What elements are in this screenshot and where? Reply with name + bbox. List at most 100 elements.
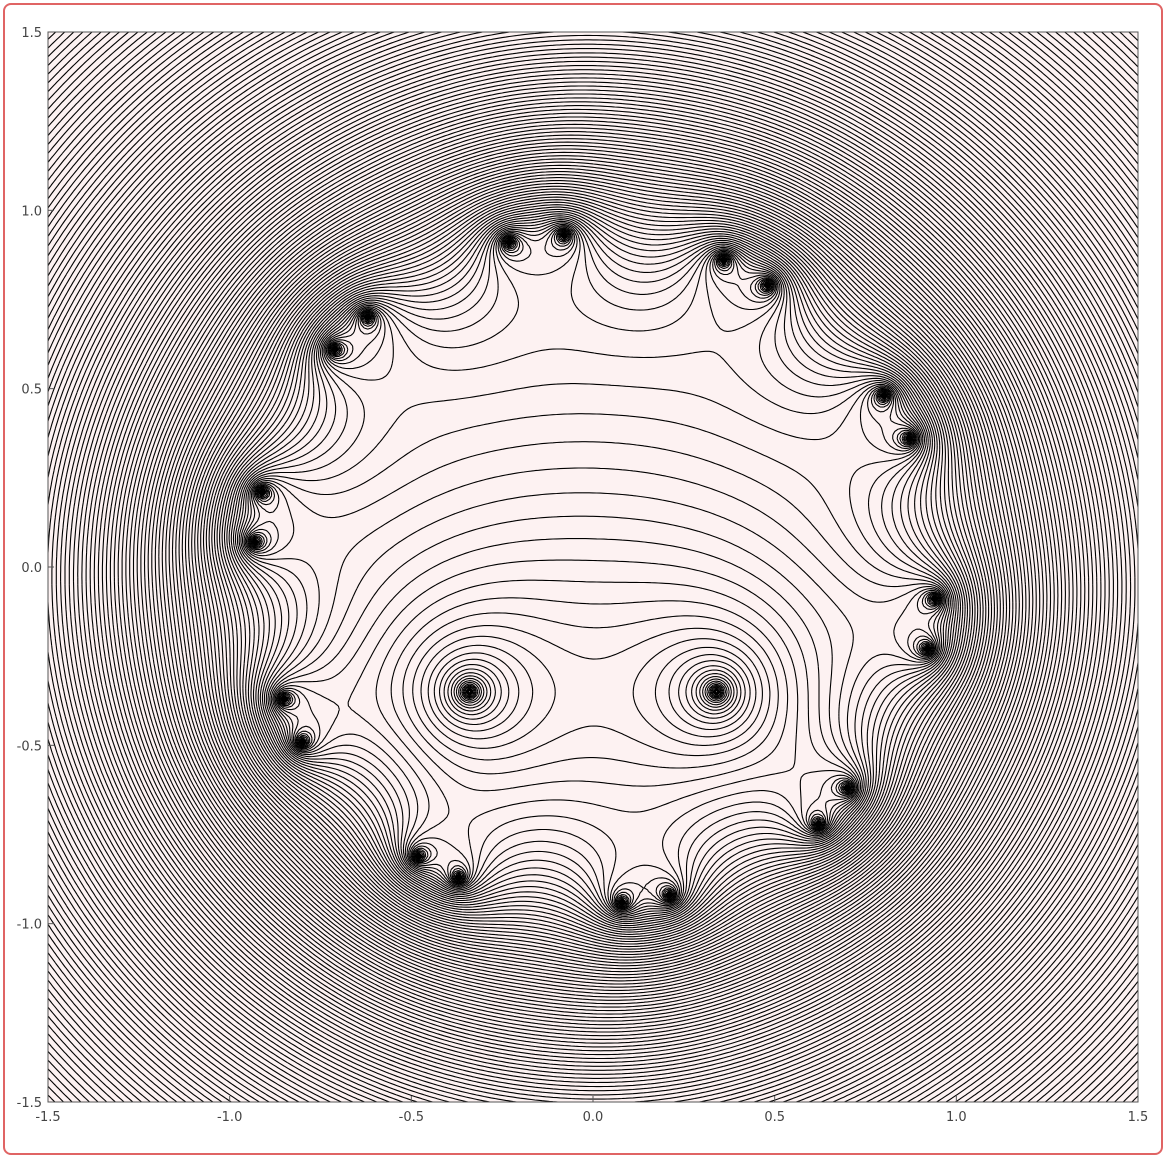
contour-line xyxy=(48,32,1138,1102)
contour-line xyxy=(48,32,1138,1102)
contour-line xyxy=(147,141,1041,1019)
contour-line xyxy=(48,39,1138,1102)
contour-line xyxy=(48,32,1138,1102)
contour-line xyxy=(48,32,1138,1102)
contour-line xyxy=(48,32,1138,1102)
y-axis: 1.5 1.0 0.5 0.0 -0.5 -1.0 -1.5 xyxy=(17,26,54,1111)
contour-line xyxy=(101,97,1086,1063)
contour-line xyxy=(221,211,969,945)
contour-line xyxy=(64,60,1123,1100)
contour-line xyxy=(48,32,1138,1102)
contour-line xyxy=(85,81,1102,1079)
contour-line xyxy=(97,93,1090,1067)
contour-line xyxy=(77,73,1110,1088)
contour-line xyxy=(171,164,1017,995)
contour-line xyxy=(240,226,950,925)
contour-line xyxy=(247,230,943,916)
contour-line xyxy=(81,77,1106,1084)
y-tick-label: -1.0 xyxy=(17,918,42,933)
x-tick-label: -1.0 xyxy=(217,1110,242,1125)
contour-line xyxy=(234,222,955,931)
contour-line xyxy=(48,32,1138,1102)
contour-line xyxy=(251,232,939,908)
contour-line xyxy=(48,32,1138,1102)
contour-line xyxy=(113,108,1074,1052)
contour-line xyxy=(249,231,941,912)
contour-line xyxy=(223,213,966,943)
contour-line xyxy=(205,196,984,961)
contour-line xyxy=(158,151,1030,1008)
contour-line xyxy=(184,177,1004,982)
y-tick-label: 0.5 xyxy=(21,383,42,398)
contour-line xyxy=(213,204,976,953)
contour-line xyxy=(51,47,1136,1102)
y-tick-label: 0.0 xyxy=(21,561,42,576)
x-tick-label: 1.5 xyxy=(1128,1110,1149,1125)
contour-line xyxy=(48,32,1138,1102)
contour-line xyxy=(48,32,1138,1102)
contour-line xyxy=(89,85,1098,1075)
contour-line xyxy=(202,193,987,964)
contour-line xyxy=(200,191,990,967)
contour-line xyxy=(129,123,1059,1037)
contour-line xyxy=(121,116,1066,1044)
contour-line xyxy=(143,138,1044,1022)
y-tick-label: 1.0 xyxy=(21,204,42,219)
contour-line xyxy=(48,32,1138,1102)
contour-line xyxy=(132,127,1055,1033)
contour-line xyxy=(48,32,1138,1102)
y-tick-label: 1.5 xyxy=(21,26,42,41)
contour-line xyxy=(248,231,941,913)
contour-line xyxy=(48,32,1138,1102)
contour-line xyxy=(165,158,1024,1001)
contour-line xyxy=(151,145,1037,1015)
contour-line xyxy=(136,131,1052,1029)
contour-line xyxy=(48,32,1138,1102)
contour-line xyxy=(48,32,1138,1102)
contour-line xyxy=(109,105,1078,1056)
contour-line xyxy=(48,34,1138,1102)
x-tick-label: 0.0 xyxy=(583,1110,604,1125)
contour-line xyxy=(250,231,940,911)
contour-line xyxy=(243,228,947,921)
contour-line xyxy=(178,171,1011,988)
contour-line xyxy=(197,188,993,970)
contour-line xyxy=(48,32,1138,1102)
contour-line xyxy=(181,174,1008,985)
contour-line xyxy=(48,32,1138,1102)
contour-line xyxy=(48,32,1138,1102)
contour-line xyxy=(188,179,1001,979)
contour-line xyxy=(48,32,1138,1102)
contour-line xyxy=(232,220,957,933)
contour-line xyxy=(168,161,1020,998)
contour-line xyxy=(216,206,974,950)
contour-line xyxy=(72,69,1114,1092)
contour-line xyxy=(211,201,979,956)
contour-line xyxy=(48,32,1138,1102)
contour-line xyxy=(208,199,981,958)
contour-line xyxy=(48,32,1138,1102)
contour-line xyxy=(191,182,998,976)
contour-line xyxy=(48,32,1138,1102)
contour-line xyxy=(175,167,1014,991)
contour-line xyxy=(226,215,964,940)
contour-line xyxy=(236,223,953,929)
y-tick-label: -0.5 xyxy=(17,739,42,754)
contour-line xyxy=(48,32,1138,59)
contour-line xyxy=(251,231,939,910)
contour-line xyxy=(48,32,1138,1102)
x-tick-label: -1.5 xyxy=(35,1110,60,1125)
contour-line xyxy=(48,32,1138,1102)
contour-line xyxy=(140,134,1048,1026)
contour-line xyxy=(68,64,1119,1096)
contour-line xyxy=(55,52,1132,1102)
contour-line xyxy=(48,32,1138,1102)
contour-line xyxy=(247,231,942,914)
contour-line xyxy=(48,32,1138,1102)
contour-line xyxy=(194,185,995,973)
contour-line xyxy=(251,231,939,909)
contour-line xyxy=(48,43,1138,1102)
contour-line xyxy=(48,32,1138,1102)
x-tick-label: 1.0 xyxy=(946,1110,967,1125)
